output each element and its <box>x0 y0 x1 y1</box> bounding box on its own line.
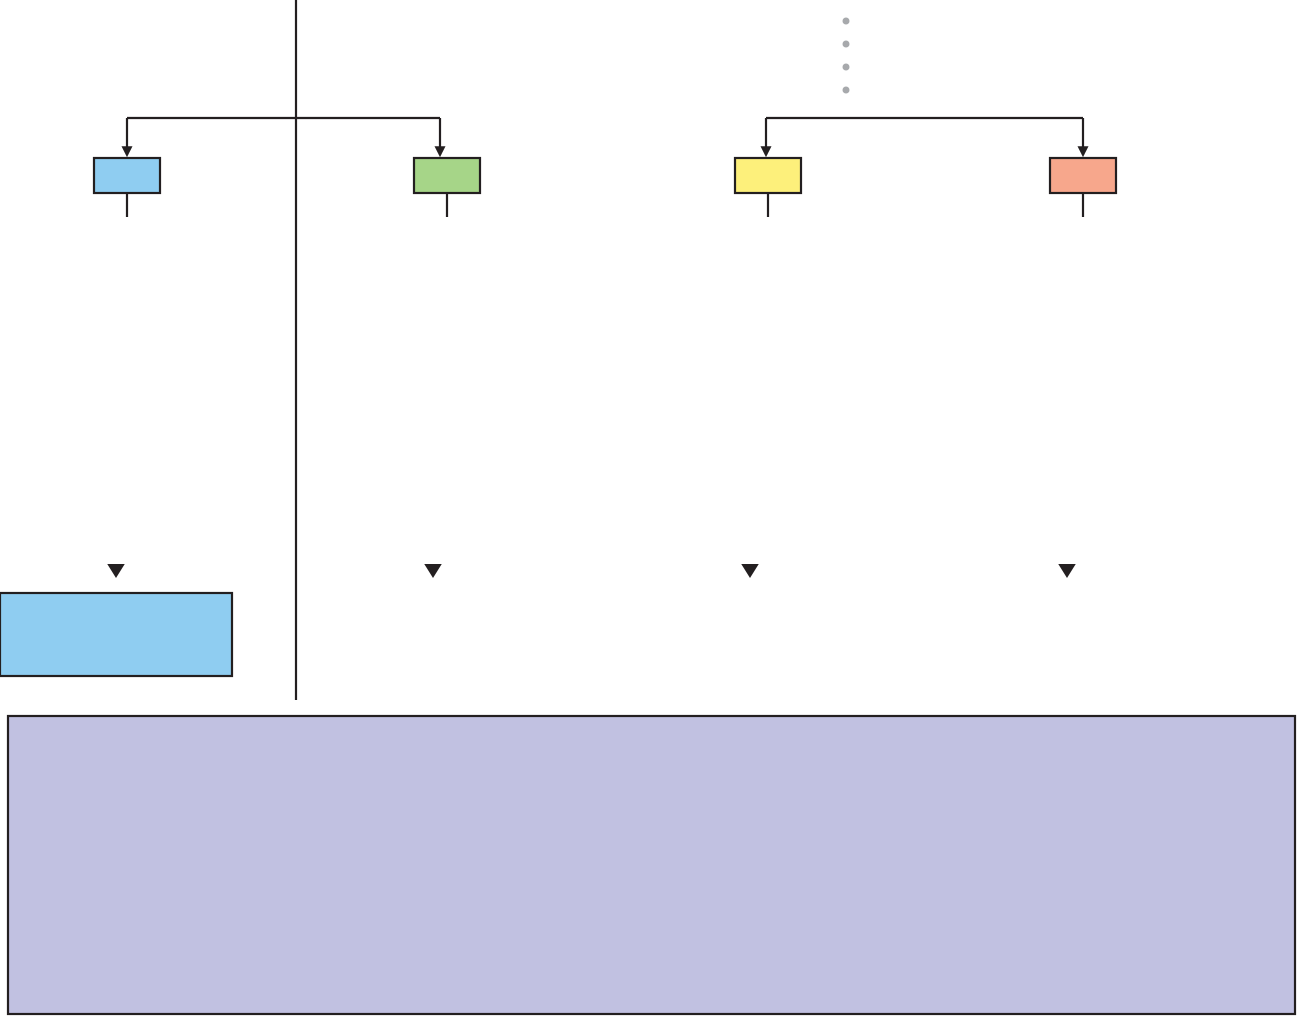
node-n4 <box>1050 158 1116 193</box>
arrowhead-1 <box>424 564 442 578</box>
node-n3 <box>735 158 801 193</box>
diagram-canvas <box>0 0 1303 1020</box>
ellipsis-dot-2 <box>843 64 850 71</box>
ellipsis-dot-3 <box>843 87 850 94</box>
arrowhead-2 <box>741 564 759 578</box>
node-n1 <box>94 158 160 193</box>
arrowhead-3 <box>1058 564 1076 578</box>
ellipsis-dot-0 <box>843 18 850 25</box>
footer-block <box>8 716 1295 1014</box>
node-n2 <box>414 158 480 193</box>
ellipsis-dot-1 <box>843 41 850 48</box>
result-block <box>0 593 232 676</box>
arrowhead-0 <box>107 564 125 578</box>
